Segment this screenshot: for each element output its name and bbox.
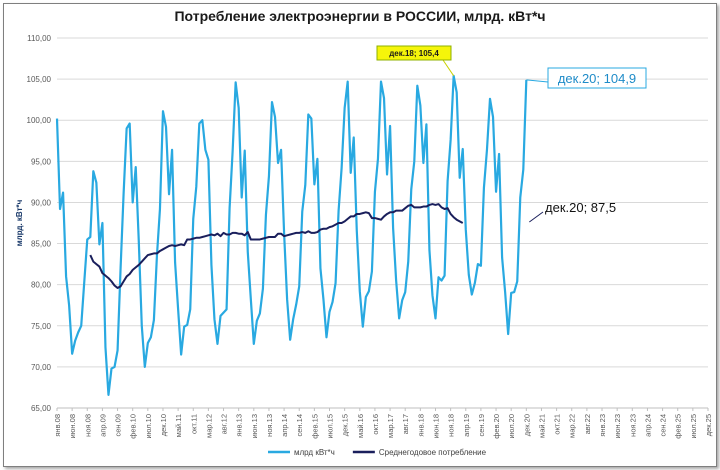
annotation-box: [547, 67, 647, 89]
y-tick-label: 75,00: [31, 322, 52, 331]
annotation-leader: [526, 79, 549, 83]
annotation-label: дек.20; 104,9: [558, 71, 636, 86]
x-tick-label: июн.13: [250, 414, 259, 438]
x-tick-label: апр.19: [462, 414, 471, 437]
x-tick-label: янв.08: [53, 414, 62, 437]
x-tick-label: сен.09: [114, 414, 123, 437]
x-tick-label: фев.20: [492, 414, 501, 439]
x-tick-label: ноя.13: [265, 414, 274, 437]
x-tick-label: дек.20: [522, 414, 531, 436]
x-tick-label: апр.09: [98, 414, 107, 437]
annotation-leader: [529, 211, 544, 223]
y-tick-label: 105,00: [27, 75, 52, 84]
legend-label: Среднегодовое потребление: [379, 448, 487, 457]
x-tick-label: сен.19: [477, 414, 486, 437]
x-tick-label: май.11: [174, 414, 183, 437]
x-tick-label: окт.11: [189, 414, 198, 434]
x-tick-label: янв.23: [598, 414, 607, 437]
x-tick-label: сен.14: [295, 414, 304, 437]
y-axis-label: млрд. кВт*ч: [15, 199, 24, 246]
y-tick-label: 110,00: [27, 34, 51, 43]
series-line-annual-average: [89, 203, 464, 289]
annotation-label: дек.18; 105,4: [389, 49, 439, 58]
y-tick-label: 95,00: [31, 157, 52, 166]
y-tick-label: 100,00: [27, 116, 52, 125]
x-tick-label: окт.16: [371, 414, 380, 435]
x-tick-label: авг.22: [583, 414, 592, 434]
x-tick-label: июн.08: [68, 414, 77, 438]
x-tick-label: май.16: [356, 414, 365, 438]
x-tick-label: дек.10: [159, 414, 168, 436]
annotation-leader: [442, 59, 455, 77]
y-tick-label: 65,00: [31, 404, 52, 413]
x-tick-label: авг.12: [220, 414, 229, 434]
x-tick-label: фев.25: [674, 414, 683, 439]
x-tick-label: янв.18: [416, 414, 425, 437]
x-tick-label: мар.22: [568, 414, 577, 438]
x-tick-label: дек.15: [341, 414, 350, 436]
x-tick-label: мар.17: [386, 414, 395, 438]
x-tick-label: сен.24: [659, 414, 668, 437]
y-tick-label: 85,00: [31, 240, 52, 249]
legend-label: млрд кВт*ч: [294, 448, 335, 457]
x-tick-label: апр.24: [643, 414, 652, 437]
x-tick-label: апр.14: [280, 414, 289, 437]
annotation-label: дек.20; 87,5: [545, 200, 616, 215]
x-tick-label: ноя.08: [83, 414, 92, 437]
chart-title: Потребление электроэнергии в РОССИИ, млр…: [174, 8, 546, 24]
x-tick-label: окт.21: [553, 414, 562, 435]
y-tick-label: 80,00: [31, 281, 52, 290]
x-tick-label: ноя.23: [628, 414, 637, 437]
x-tick-label: фев.10: [129, 414, 138, 439]
x-tick-label: июл.25: [689, 414, 698, 438]
x-tick-label: авг.17: [401, 414, 410, 434]
x-tick-label: ноя.18: [447, 414, 456, 437]
x-tick-label: июл.20: [507, 414, 516, 438]
series-line-monthly: [55, 74, 528, 396]
x-tick-label: июл.10: [144, 414, 153, 438]
y-tick-label: 70,00: [31, 363, 52, 372]
y-tick-label: 90,00: [31, 198, 52, 207]
x-tick-label: фев.15: [310, 414, 319, 439]
x-tick-label: июл.15: [326, 414, 335, 438]
x-tick-label: мар.12: [204, 414, 213, 438]
x-tick-label: май.21: [537, 414, 546, 438]
annotation-box: [376, 45, 452, 61]
x-tick-label: дек.25: [704, 414, 713, 436]
x-tick-label: июн.18: [431, 414, 440, 438]
x-tick-label: июн.23: [613, 414, 622, 438]
x-tick-label: янв.13: [235, 414, 244, 437]
